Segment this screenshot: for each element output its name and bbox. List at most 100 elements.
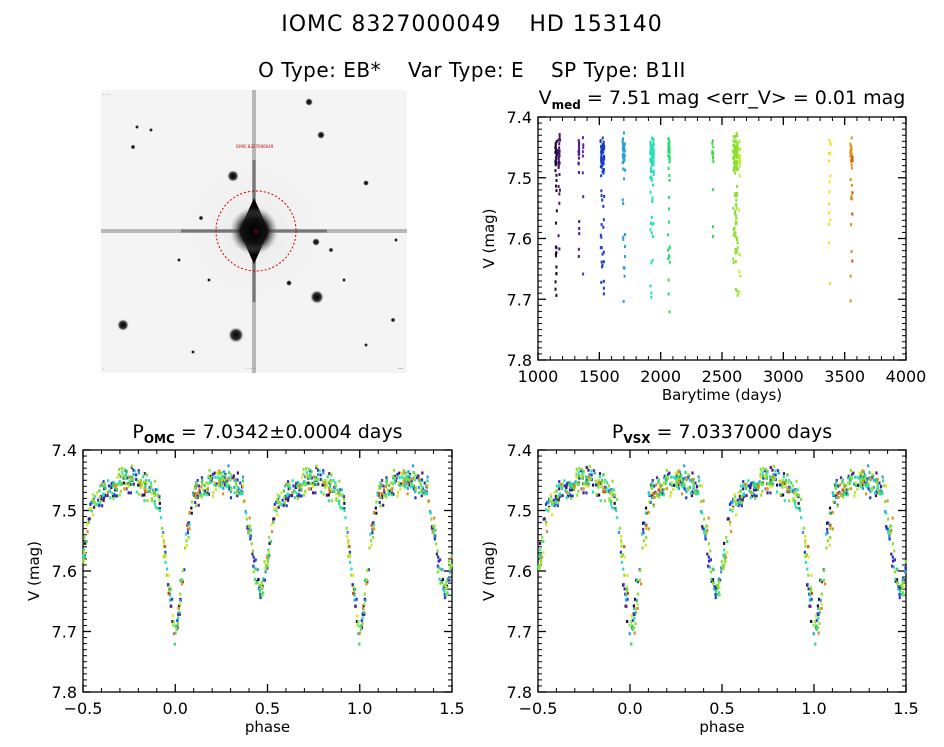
data-point <box>890 524 893 528</box>
data-point <box>352 587 356 591</box>
data-point <box>264 567 267 571</box>
data-point <box>675 481 678 485</box>
data-point <box>729 508 732 512</box>
data-point <box>851 155 854 159</box>
data-point <box>732 134 735 138</box>
data-point <box>733 159 736 163</box>
field-star <box>390 317 396 323</box>
data-point <box>344 516 347 520</box>
data-point <box>625 593 628 597</box>
data-point <box>559 483 563 487</box>
data-point <box>817 631 820 635</box>
data-point <box>614 493 617 497</box>
data-point <box>129 482 132 486</box>
data-point <box>842 495 845 499</box>
data-point <box>736 145 739 149</box>
data-point <box>652 142 655 146</box>
data-point <box>363 612 366 616</box>
data-point <box>557 496 560 500</box>
data-point <box>230 473 233 477</box>
data-point <box>875 471 878 475</box>
data-point <box>735 155 738 159</box>
data-point <box>867 487 870 491</box>
data-point <box>712 188 715 192</box>
data-point <box>797 501 800 505</box>
data-point <box>233 485 236 489</box>
x-tick-label: 0.0 <box>617 699 642 718</box>
data-point <box>835 482 838 486</box>
data-point <box>360 619 363 623</box>
data-point <box>660 484 663 488</box>
data-point <box>867 484 870 488</box>
data-point <box>119 475 122 479</box>
y-axis-label: V (mag) <box>480 208 498 268</box>
data-point <box>874 478 877 482</box>
data-point <box>391 482 394 486</box>
data-point <box>609 502 613 506</box>
data-point <box>417 485 420 489</box>
data-point <box>439 558 442 562</box>
data-point <box>207 482 210 486</box>
data-point <box>585 465 588 469</box>
data-point <box>739 147 742 151</box>
data-point <box>171 614 174 618</box>
data-point <box>750 481 753 485</box>
data-point <box>260 585 264 589</box>
data-point <box>260 580 264 584</box>
data-point <box>147 478 151 482</box>
data-point <box>800 516 803 520</box>
image-label-bottom-center: · · · · <box>246 366 255 371</box>
data-point <box>598 475 601 479</box>
data-point <box>829 218 832 222</box>
data-point <box>649 190 652 194</box>
data-point <box>132 473 135 477</box>
data-point <box>100 483 103 487</box>
data-point <box>667 195 670 199</box>
data-point <box>83 535 86 539</box>
data-point <box>665 474 668 478</box>
data-point <box>101 504 104 508</box>
data-point <box>291 479 294 483</box>
data-point <box>254 581 258 585</box>
data-point <box>772 473 775 477</box>
data-point <box>816 626 820 630</box>
data-point <box>193 492 196 496</box>
data-point <box>632 604 636 608</box>
data-point <box>668 471 671 475</box>
data-point <box>200 493 203 497</box>
data-point <box>378 484 381 488</box>
data-point <box>778 483 782 487</box>
data-point <box>622 567 625 571</box>
data-point <box>359 626 363 630</box>
data-point <box>168 593 172 597</box>
data-point <box>689 491 692 495</box>
data-point <box>799 497 803 501</box>
data-point <box>254 577 257 581</box>
data-point <box>558 133 561 137</box>
data-point <box>706 529 709 533</box>
data-point <box>298 484 301 488</box>
data-point <box>267 548 270 552</box>
data-point <box>732 261 735 265</box>
data-point <box>367 568 370 572</box>
x-tick-label: 2500 <box>702 367 743 386</box>
x-tick-label: 1.5 <box>439 699 464 718</box>
data-point <box>300 488 303 492</box>
field-star <box>198 215 204 221</box>
data-point <box>175 626 178 630</box>
field-star <box>149 128 153 132</box>
data-point <box>370 523 373 527</box>
data-point <box>736 155 739 159</box>
data-point <box>572 488 576 492</box>
data-point <box>556 504 559 508</box>
data-point <box>633 607 636 611</box>
data-point <box>881 492 884 496</box>
data-point <box>248 531 251 535</box>
data-point <box>733 139 736 143</box>
data-point <box>597 479 600 483</box>
data-point <box>267 535 271 539</box>
data-point <box>599 499 602 503</box>
data-point <box>683 476 687 480</box>
data-point <box>733 155 736 159</box>
data-point <box>629 623 632 627</box>
